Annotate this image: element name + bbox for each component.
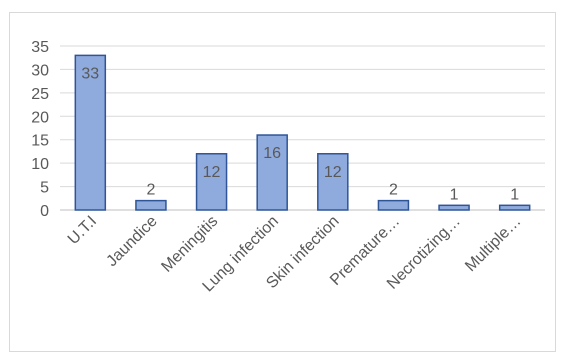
data-label-1: 2 — [146, 182, 155, 199]
data-label-6: 1 — [450, 186, 459, 203]
bar-4 — [318, 154, 348, 210]
y-tick-label: 10 — [31, 156, 49, 173]
bar-6 — [439, 205, 469, 210]
bar-1 — [136, 201, 166, 210]
data-label-0: 33 — [81, 65, 99, 82]
y-axis-ticks: 0 5 10 15 20 25 30 35 — [31, 39, 49, 220]
bar-7 — [500, 205, 530, 210]
y-tick-label: 15 — [31, 133, 49, 150]
data-label-5: 2 — [389, 182, 398, 199]
gridlines — [60, 46, 545, 210]
bar-2 — [197, 154, 227, 210]
y-tick-label: 20 — [31, 109, 49, 126]
data-label-4: 12 — [324, 164, 342, 181]
bar-5 — [378, 201, 408, 210]
x-category-label: U.T.I — [65, 213, 100, 248]
data-labels: 33 2 12 16 12 2 1 1 — [81, 65, 519, 203]
y-tick-label: 30 — [31, 62, 49, 79]
data-label-7: 1 — [510, 186, 519, 203]
x-category-label: Meningitis — [158, 213, 221, 276]
x-category-label: Multiple… — [462, 213, 524, 275]
y-tick-label: 5 — [40, 180, 49, 197]
y-tick-label: 25 — [31, 86, 49, 103]
y-tick-label: 35 — [31, 39, 49, 56]
x-category-label: Jaundice — [103, 213, 160, 270]
y-tick-label: 0 — [40, 203, 49, 220]
data-label-2: 12 — [203, 164, 221, 181]
data-label-3: 16 — [263, 145, 281, 162]
